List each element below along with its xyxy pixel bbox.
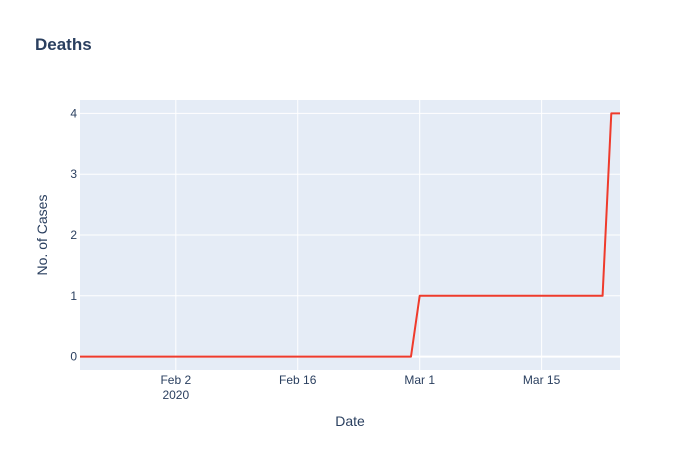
series-line-deaths	[80, 112, 620, 358]
y-tick-label: 4	[70, 106, 77, 120]
y-tick-labels: 0 1 2 3 4	[70, 106, 77, 363]
x-tick-sublabel: 2020	[162, 388, 189, 402]
x-tick-label: Mar 1	[404, 373, 435, 387]
y-tick-label: 3	[70, 167, 77, 181]
chart-title: Deaths	[35, 35, 92, 54]
y-tick-label: 1	[70, 289, 77, 303]
y-tick-label: 0	[70, 350, 77, 364]
x-tick-label: Feb 16	[279, 373, 317, 387]
series-layer	[80, 112, 620, 358]
x-axis-label: Date	[335, 413, 365, 429]
y-axis-label: No. of Cases	[34, 195, 50, 276]
x-tick-label: Mar 15	[523, 373, 561, 387]
x-tick-label: Feb 2	[160, 373, 191, 387]
y-tick-label: 2	[70, 228, 77, 242]
